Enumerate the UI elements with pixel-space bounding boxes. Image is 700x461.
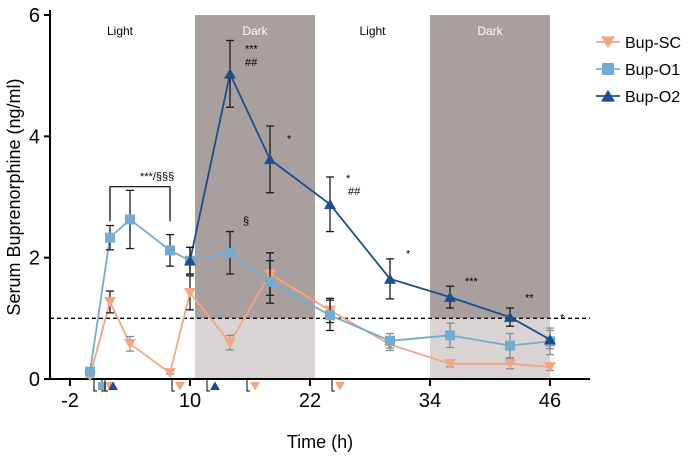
dark-band-lower-1 — [195, 318, 315, 379]
series-Bup-O1 — [85, 189, 555, 377]
legend-item-Bup-O2: Bup-O2 — [596, 89, 680, 106]
dose-marker-5 — [250, 382, 260, 391]
dose-bracket-1 — [93, 380, 97, 392]
band-label-1: Dark — [242, 24, 268, 38]
annotation-1: ## — [245, 57, 258, 69]
legend-item-Bup-O1: Bup-O1 — [596, 62, 680, 79]
point-Bup-O1-6 — [265, 276, 275, 287]
point-Bup-O2-0 — [184, 255, 196, 266]
dose-bracket-5 — [246, 380, 250, 392]
band-label-3: Dark — [477, 24, 503, 38]
point-Bup-SC-3 — [164, 368, 176, 379]
x-axis-title: Time (h) — [287, 432, 353, 452]
dose-bracket-4 — [206, 380, 210, 392]
series-line-Bup-O2 — [189, 71, 551, 341]
y-tick-label-0: 0 — [29, 369, 40, 391]
x-tick-label--2: -2 — [61, 390, 79, 412]
point-Bup-O1-7 — [325, 310, 335, 321]
dark-band-lower-3 — [430, 318, 550, 379]
point-Bup-O2-3 — [324, 198, 336, 210]
series-Bup-O2 — [184, 39, 556, 350]
y-axis-title: Serum Buprenorphine (ng/ml) — [4, 78, 24, 315]
y-tick-label-2: 2 — [29, 248, 40, 270]
point-Bup-SC-2 — [124, 339, 136, 350]
point-Bup-O1-8 — [385, 335, 395, 346]
x-tick-label-46: 46 — [539, 390, 561, 412]
annotation-2: * — [287, 133, 292, 145]
point-Bup-SC-11 — [544, 362, 556, 373]
point-Bup-SC-4 — [184, 288, 196, 299]
annotation-4: * — [346, 173, 351, 185]
band-label-2: Light — [359, 24, 386, 38]
point-Bup-SC-5 — [224, 337, 236, 348]
legend-label-Bup-O1: Bup-O1 — [625, 62, 680, 79]
legend-item-Bup-SC: Bup-SC — [596, 35, 681, 52]
dark-band-3 — [430, 15, 550, 319]
x-tick-label-10: 10 — [179, 390, 201, 412]
annotation-7: *** — [465, 276, 479, 288]
annotation-9: * — [560, 312, 565, 324]
dose-markers — [93, 380, 345, 392]
series-lines — [84, 39, 556, 382]
background-bands: Light Dark Light Dark — [107, 15, 550, 379]
x-tick-label-34: 34 — [419, 390, 441, 412]
dose-marker-1 — [98, 382, 106, 390]
point-Bup-O1-2 — [125, 214, 135, 225]
band-label-0: Light — [107, 24, 134, 38]
dose-marker-6 — [335, 382, 345, 391]
dose-bracket-6 — [331, 380, 335, 392]
annotation-10: ***/§§§ — [140, 171, 174, 183]
y-tick-label-6: 6 — [29, 5, 40, 27]
point-Bup-SC-9 — [444, 359, 456, 370]
dose-marker-4 — [210, 381, 220, 390]
point-Bup-O2-5 — [444, 291, 456, 302]
annotation-6: * — [406, 249, 411, 261]
annotations: ***##*§*##**********/§§§ — [109, 44, 565, 324]
legend-label-Bup-O2: Bup-O2 — [625, 89, 680, 106]
point-Bup-O1-9 — [445, 330, 455, 341]
point-Bup-SC-10 — [504, 359, 516, 370]
point-Bup-O2-6 — [504, 311, 516, 322]
annotation-8: ** — [525, 292, 534, 304]
annotation-5: ## — [348, 186, 361, 198]
legend-marker-Bup-SC — [601, 36, 615, 49]
legend-label-Bup-SC: Bup-SC — [625, 35, 681, 52]
legend-marker-Bup-O2 — [601, 89, 615, 102]
point-Bup-O2-4 — [384, 273, 396, 284]
dose-bracket-3 — [171, 380, 175, 392]
point-Bup-SC-1 — [104, 297, 116, 308]
dose-marker-3 — [175, 382, 185, 391]
point-Bup-O1-5 — [225, 247, 235, 258]
x-tick-label-22: 22 — [299, 390, 321, 412]
y-tick-label-4: 4 — [29, 126, 40, 148]
point-Bup-O1-1 — [105, 232, 115, 243]
point-Bup-O1-0 — [85, 366, 95, 377]
point-Bup-O1-3 — [165, 245, 175, 256]
dose-marker-2 — [108, 381, 118, 390]
annotation-0: *** — [245, 44, 259, 56]
dose-bracket-2 — [104, 380, 108, 392]
legend: Bup-SC Bup-O1 Bup-O2 — [596, 35, 681, 106]
point-Bup-O2-1 — [224, 68, 236, 79]
dark-band-1 — [195, 15, 315, 319]
series-Bup-SC — [84, 252, 556, 382]
point-Bup-O1-10 — [505, 340, 515, 351]
significance-bracket — [109, 186, 171, 222]
legend-marker-Bup-O1 — [602, 63, 614, 75]
point-Bup-O2-7 — [544, 334, 556, 345]
annotation-3: § — [243, 215, 249, 227]
point-Bup-O2-2 — [264, 153, 276, 165]
